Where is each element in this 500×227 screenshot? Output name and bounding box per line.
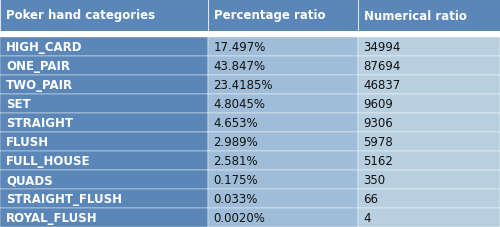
Bar bbox=[0, 208, 208, 227]
Bar bbox=[208, 208, 358, 227]
Text: 46837: 46837 bbox=[364, 79, 401, 92]
Bar bbox=[358, 57, 500, 76]
Bar bbox=[208, 170, 358, 189]
Bar bbox=[208, 57, 358, 76]
Text: 23.4185%: 23.4185% bbox=[214, 79, 273, 92]
Bar bbox=[208, 114, 358, 132]
Bar bbox=[0, 0, 208, 32]
Text: STRAIGHT: STRAIGHT bbox=[6, 116, 73, 129]
Text: Poker hand categories: Poker hand categories bbox=[6, 10, 155, 22]
Text: 66: 66 bbox=[364, 192, 378, 205]
Bar bbox=[358, 132, 500, 151]
Text: 43.847%: 43.847% bbox=[214, 60, 266, 73]
Bar bbox=[358, 114, 500, 132]
Bar bbox=[208, 95, 358, 114]
Bar bbox=[358, 0, 500, 32]
Bar bbox=[0, 132, 208, 151]
Text: ROYAL_FLUSH: ROYAL_FLUSH bbox=[6, 211, 98, 224]
Bar bbox=[0, 32, 500, 38]
Text: 0.033%: 0.033% bbox=[214, 192, 258, 205]
Bar bbox=[358, 170, 500, 189]
Bar bbox=[358, 38, 500, 57]
Text: FULL_HOUSE: FULL_HOUSE bbox=[6, 154, 90, 167]
Text: 4: 4 bbox=[364, 211, 371, 224]
Bar bbox=[208, 38, 358, 57]
Text: 5978: 5978 bbox=[364, 135, 393, 148]
Bar bbox=[0, 170, 208, 189]
Text: SET: SET bbox=[6, 98, 30, 111]
Text: 17.497%: 17.497% bbox=[214, 41, 266, 54]
Text: 87694: 87694 bbox=[364, 60, 401, 73]
Bar bbox=[208, 76, 358, 95]
Bar bbox=[0, 38, 208, 57]
Bar bbox=[358, 189, 500, 208]
Text: TWO_PAIR: TWO_PAIR bbox=[6, 79, 73, 92]
Text: 0.175%: 0.175% bbox=[214, 173, 258, 186]
Text: FLUSH: FLUSH bbox=[6, 135, 49, 148]
Bar bbox=[0, 151, 208, 170]
Text: 9609: 9609 bbox=[364, 98, 394, 111]
Text: 0.0020%: 0.0020% bbox=[214, 211, 266, 224]
Bar bbox=[208, 0, 358, 32]
Bar bbox=[0, 57, 208, 76]
Bar bbox=[0, 95, 208, 114]
Text: HIGH_CARD: HIGH_CARD bbox=[6, 41, 82, 54]
Bar bbox=[358, 151, 500, 170]
Bar bbox=[0, 189, 208, 208]
Text: 4.8045%: 4.8045% bbox=[214, 98, 266, 111]
Bar bbox=[358, 76, 500, 95]
Text: 9306: 9306 bbox=[364, 116, 393, 129]
Text: 2.989%: 2.989% bbox=[214, 135, 258, 148]
Bar bbox=[208, 151, 358, 170]
Text: 350: 350 bbox=[364, 173, 386, 186]
Text: STRAIGHT_FLUSH: STRAIGHT_FLUSH bbox=[6, 192, 122, 205]
Text: Numerical ratio: Numerical ratio bbox=[364, 10, 467, 22]
Text: 5162: 5162 bbox=[364, 154, 394, 167]
Text: 2.581%: 2.581% bbox=[214, 154, 258, 167]
Text: 34994: 34994 bbox=[364, 41, 401, 54]
Bar bbox=[0, 114, 208, 132]
Text: 4.653%: 4.653% bbox=[214, 116, 258, 129]
Bar bbox=[0, 76, 208, 95]
Bar bbox=[358, 95, 500, 114]
Text: QUADS: QUADS bbox=[6, 173, 52, 186]
Bar bbox=[358, 208, 500, 227]
Bar bbox=[208, 189, 358, 208]
Bar bbox=[208, 132, 358, 151]
Text: Percentage ratio: Percentage ratio bbox=[214, 10, 325, 22]
Text: ONE_PAIR: ONE_PAIR bbox=[6, 60, 70, 73]
